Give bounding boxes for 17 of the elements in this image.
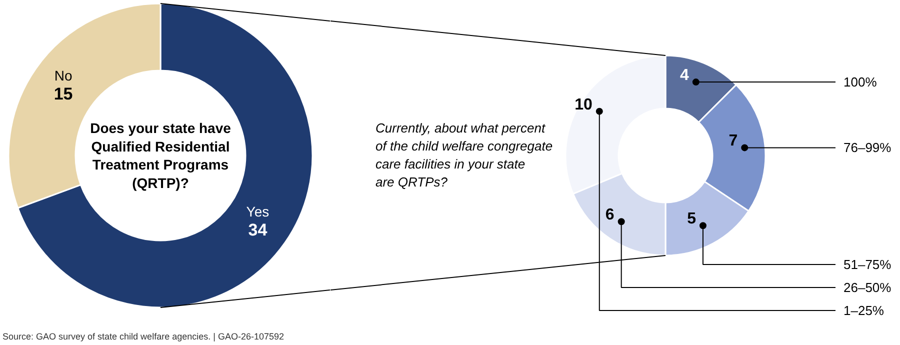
- slice-label: Yes: [246, 203, 270, 220]
- slice-label: 76–99%: [844, 140, 892, 156]
- data-label: 4: [680, 67, 690, 84]
- slice-label: 51–75%: [844, 257, 892, 272]
- text: Currently, about what percent of the child welfare congregate care facilities in your state are QRTPs?: [376, 120, 553, 190]
- slice-label: 1–25%: [844, 303, 884, 318]
- slice-label: 26–50%: [844, 280, 892, 295]
- source-note: Source: GAO survey of state child welfare agencies. | GAO-26-107592: [2, 332, 284, 342]
- data-label: 5: [687, 210, 696, 228]
- slice-label: No: [54, 68, 72, 84]
- data-label: 15: [54, 84, 73, 104]
- text: Does your state have Qualified Residential Treatment Programs (QRTP)?: [90, 120, 232, 192]
- data-label: 10: [574, 96, 592, 114]
- data-label: 34: [248, 220, 268, 240]
- slice-label: 100%: [844, 74, 878, 90]
- data-label: 7: [728, 132, 738, 150]
- data-label: 6: [605, 206, 614, 224]
